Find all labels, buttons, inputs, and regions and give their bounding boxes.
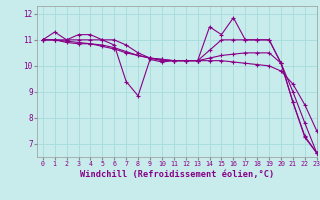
X-axis label: Windchill (Refroidissement éolien,°C): Windchill (Refroidissement éolien,°C) (80, 170, 274, 179)
